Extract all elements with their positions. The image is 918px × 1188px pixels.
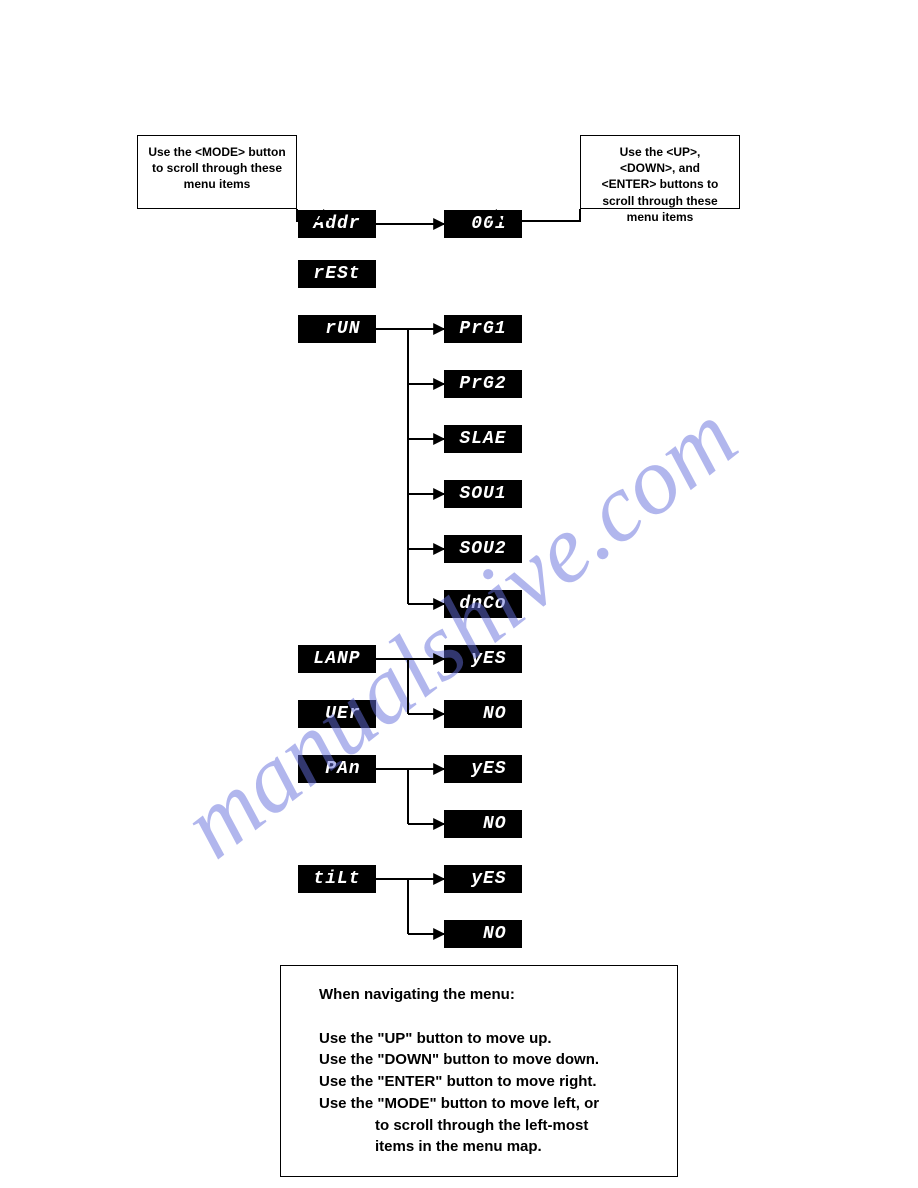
lcd-prg1: PrG1 <box>444 315 522 343</box>
lcd-yes1: yES <box>444 645 522 673</box>
navbox-line-2: Use the "ENTER" button to move right. <box>319 1071 653 1093</box>
navbox-line-1: Use the "DOWN" button to move down. <box>319 1049 653 1071</box>
lcd-lanp: LANP <box>298 645 376 673</box>
navigation-help-box: When navigating the menu: Use the "UP" b… <box>280 965 678 1177</box>
lcd-yes3: yES <box>444 865 522 893</box>
lcd-yes2: yES <box>444 755 522 783</box>
watermark: manualshive.com <box>161 380 757 879</box>
mode-instruction-box: Use the <MODE> button to scroll through … <box>137 135 297 209</box>
lcd-001: 001 <box>444 210 522 238</box>
navbox-cont-0: to scroll through the left-most <box>319 1115 653 1137</box>
lcd-sou2: SOU2 <box>444 535 522 563</box>
navbox-line-3: Use the "MODE" button to move left, or <box>319 1093 653 1115</box>
lcd-run: rUN <box>298 315 376 343</box>
mode-instruction-text: Use the <MODE> button to scroll through … <box>148 145 285 191</box>
lcd-pan: PAn <box>298 755 376 783</box>
lcd-no1: NO <box>444 700 522 728</box>
lcd-tilt: tiLt <box>298 865 376 893</box>
lcd-no2: NO <box>444 810 522 838</box>
navbox-cont-1: items in the menu map. <box>319 1136 653 1158</box>
navbox-title: When navigating the menu: <box>319 984 653 1006</box>
lcd-rest: rESt <box>298 260 376 288</box>
lcd-no3: NO <box>444 920 522 948</box>
updown-instruction-box: Use the <UP>, <DOWN>, and <ENTER> button… <box>580 135 740 209</box>
lcd-dnco: dnCo <box>444 590 522 618</box>
navbox-line-0: Use the "UP" button to move up. <box>319 1028 653 1050</box>
lcd-sou1: SOU1 <box>444 480 522 508</box>
lcd-addr: Addr <box>298 210 376 238</box>
lcd-uer: UEr <box>298 700 376 728</box>
lcd-prg2: PrG2 <box>444 370 522 398</box>
lcd-slae: SLAE <box>444 425 522 453</box>
updown-instruction-text: Use the <UP>, <DOWN>, and <ENTER> button… <box>602 145 719 224</box>
